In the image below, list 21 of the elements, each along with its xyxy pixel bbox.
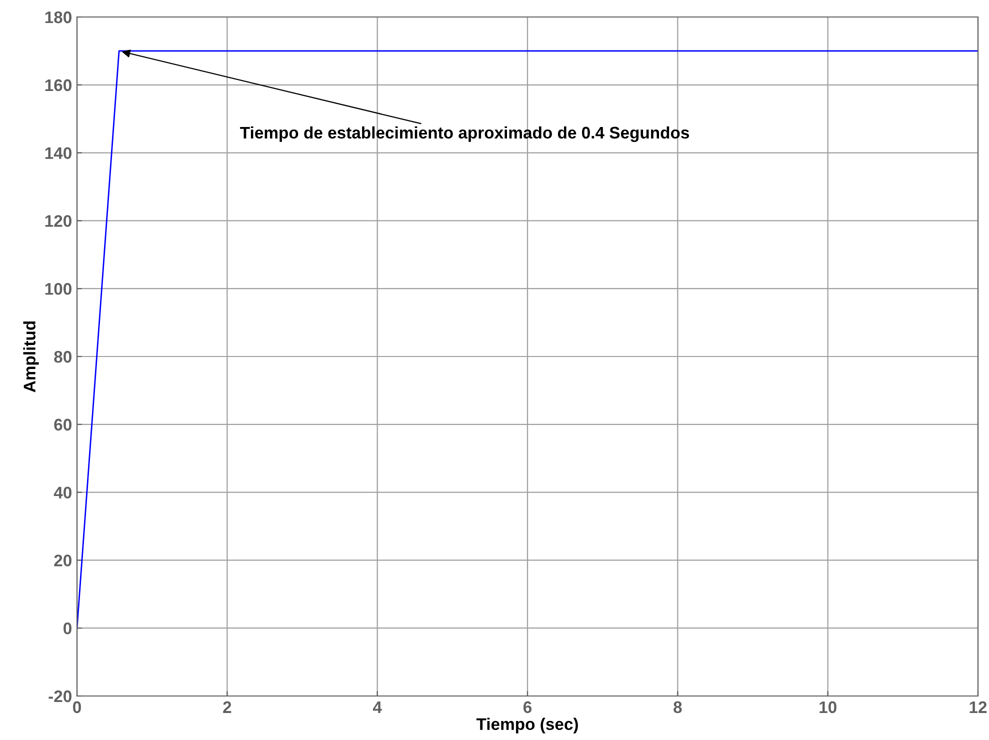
y-tick-label: 20: [54, 554, 72, 566]
y-tick-label: -20: [48, 690, 72, 702]
y-tick-label: 40: [54, 486, 72, 499]
y-tick-label: 60: [54, 418, 72, 431]
y-tick-label: 80: [54, 350, 72, 363]
x-tick-label: 8: [674, 701, 682, 714]
y-tick-label: 100: [45, 283, 72, 295]
annotation: Tiempo de establecimiento aproximado de 0.4 Segundos: [240, 126, 690, 142]
x-tick-label: 6: [523, 701, 532, 714]
x-tick-label: 0: [73, 701, 81, 714]
x-tick-label: 2: [223, 701, 232, 713]
y-tick-label: 120: [45, 215, 72, 227]
x-tick-label: 4: [372, 701, 382, 713]
y-axis-title: Amplitud: [23, 321, 39, 392]
x-tick-label: 10: [820, 701, 836, 714]
y-tick-label: 140: [45, 147, 72, 160]
y-tick-label: 0: [64, 622, 72, 634]
y-tick-label: 180: [45, 11, 72, 24]
x-tick-label: 12: [970, 701, 987, 713]
y-tick-label: 160: [45, 79, 72, 92]
x-axis-title: Tiempo (sec): [476, 718, 578, 734]
